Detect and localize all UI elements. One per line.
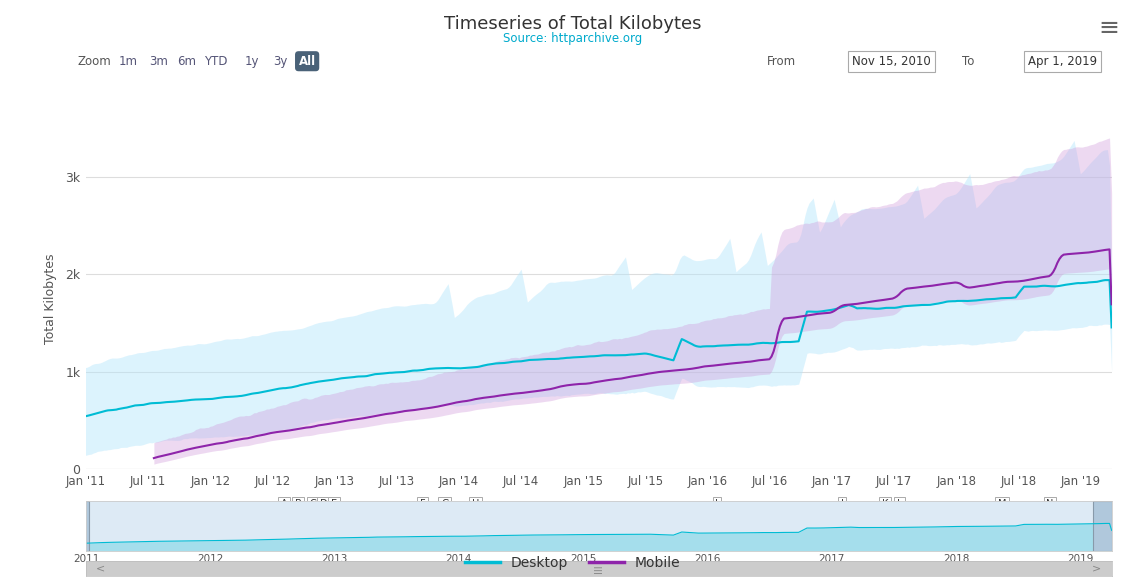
Text: Nov 15, 2010: Nov 15, 2010: [853, 55, 931, 68]
Text: <: <: [96, 564, 105, 574]
Text: YTD: YTD: [204, 55, 227, 68]
Text: Source: httparchive.org: Source: httparchive.org: [503, 32, 643, 45]
FancyBboxPatch shape: [1093, 501, 1112, 551]
FancyBboxPatch shape: [86, 561, 1112, 576]
Text: A: A: [281, 500, 288, 510]
Text: >: >: [1092, 564, 1101, 574]
Legend: Desktop, Mobile: Desktop, Mobile: [460, 550, 686, 575]
Text: H: H: [472, 500, 479, 510]
Text: Apr 1, 2019: Apr 1, 2019: [1028, 55, 1097, 68]
Text: B: B: [295, 500, 301, 510]
Text: 6m: 6m: [178, 55, 196, 68]
Text: D: D: [320, 500, 328, 510]
Text: All: All: [299, 55, 315, 68]
Text: ≡: ≡: [1099, 16, 1120, 40]
Text: N: N: [1046, 500, 1054, 510]
Text: L: L: [896, 500, 902, 510]
Text: F: F: [419, 500, 425, 510]
Text: III: III: [594, 564, 604, 573]
Text: C: C: [309, 500, 316, 510]
Text: 1m: 1m: [119, 55, 138, 68]
Y-axis label: Total Kilobytes: Total Kilobytes: [44, 254, 57, 344]
Text: G: G: [441, 500, 449, 510]
Text: Timeseries of Total Kilobytes: Timeseries of Total Kilobytes: [445, 15, 701, 33]
Text: Zoom: Zoom: [78, 55, 111, 68]
Text: From: From: [768, 55, 796, 68]
FancyBboxPatch shape: [70, 501, 89, 551]
Text: J: J: [840, 500, 843, 510]
Text: 3y: 3y: [274, 55, 288, 68]
Text: K: K: [881, 500, 888, 510]
Text: To: To: [963, 55, 974, 68]
Text: 3m: 3m: [149, 55, 167, 68]
Text: M: M: [998, 500, 1006, 510]
Text: E: E: [331, 500, 337, 510]
Text: I: I: [715, 500, 719, 510]
Text: 1y: 1y: [245, 55, 259, 68]
